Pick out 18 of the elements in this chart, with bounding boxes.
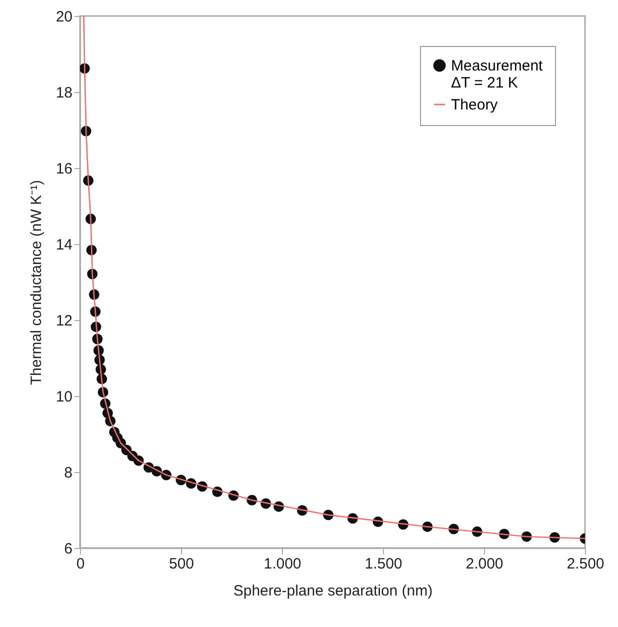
x-tick-label: 1.500 (364, 556, 402, 572)
x-tick-label: 1.000 (264, 556, 302, 572)
x-tick-label: 2.000 (466, 556, 504, 572)
y-tick-label: 8 (64, 464, 72, 482)
x-tick-label: 2.500 (566, 556, 604, 572)
y-tick-label: 10 (56, 388, 72, 406)
x-tick-label: 0 (76, 556, 85, 572)
y-axis-title: Thermal conductance (nW K⁻¹) (28, 180, 45, 386)
x-tick-label: 500 (168, 556, 194, 572)
y-tick-label: 16 (56, 160, 72, 178)
y-tick-label: 12 (56, 312, 72, 330)
y-tick-label: 18 (56, 84, 72, 102)
x-axis-title: Sphere-plane separation (nm) (233, 582, 433, 600)
legend-label: Measurement ΔT = 21 K (451, 58, 544, 92)
y-tick-label: 14 (56, 236, 72, 254)
legend-label: Theory (451, 96, 498, 114)
y-tick-label: 20 (56, 8, 72, 26)
y-tick-label: 6 (64, 540, 72, 558)
